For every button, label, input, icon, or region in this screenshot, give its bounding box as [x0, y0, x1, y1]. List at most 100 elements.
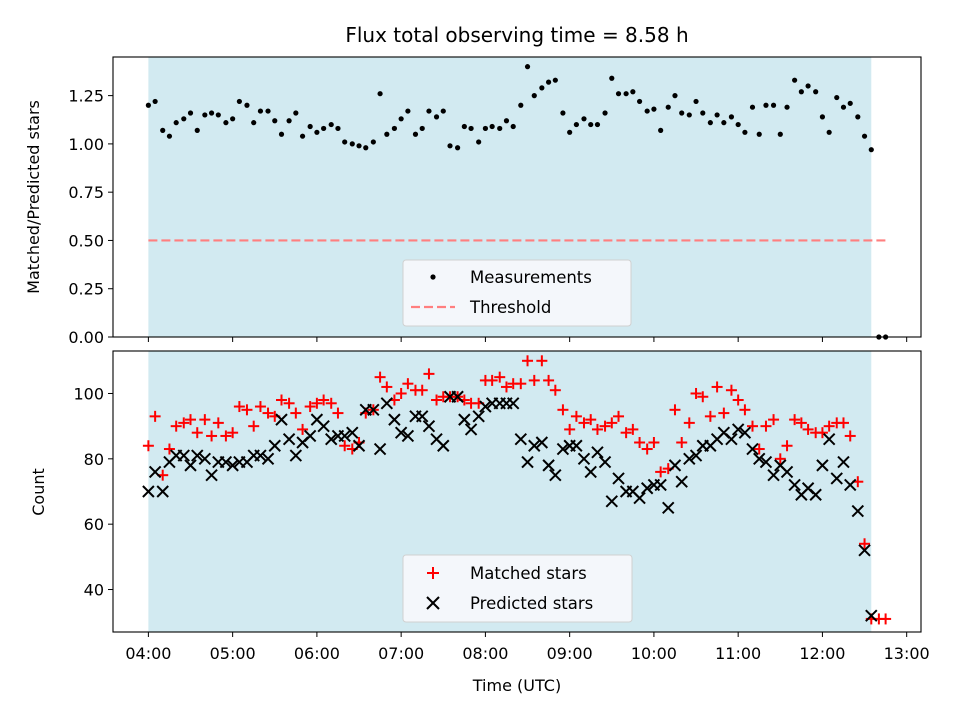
predicted-star-point — [584, 465, 597, 479]
predicted-star-point — [753, 452, 766, 466]
measurement-point — [700, 110, 706, 116]
x-axis-label: Time (UTC) — [472, 676, 561, 695]
measurement-point — [251, 120, 257, 126]
predicted-star-point — [352, 439, 366, 452]
predicted-star-point — [809, 488, 822, 501]
bottom-y-tick-label: 40 — [84, 581, 104, 600]
predicted-star-point — [633, 491, 646, 505]
measurement-point — [230, 116, 236, 122]
measurement-point — [342, 139, 348, 145]
predicted-marker-stroke — [767, 468, 780, 482]
measurement-point — [784, 104, 790, 110]
matched-star-point — [655, 466, 667, 478]
measurement-point — [651, 106, 657, 112]
legend-matched-label: Matched stars — [470, 564, 587, 583]
predicted-star-point — [394, 426, 408, 439]
x-tick-label: 11:00 — [715, 644, 761, 663]
predicted-star-point — [184, 459, 197, 472]
predicted-marker-stroke — [654, 478, 667, 492]
measurement-point — [573, 121, 579, 128]
predicted-marker-stroke — [731, 423, 745, 436]
measurement-point — [349, 141, 355, 147]
predicted-marker-stroke — [816, 459, 829, 472]
predicted-star-point — [219, 455, 233, 469]
matched-star-point — [774, 453, 786, 465]
predicted-marker-stroke — [830, 472, 843, 485]
matched-star-point — [311, 397, 323, 409]
predicted-marker-stroke — [753, 452, 766, 466]
measurement-point — [293, 110, 299, 116]
predicted-marker-stroke — [184, 459, 197, 472]
predicted-marker-stroke — [198, 452, 212, 466]
matched-star-point — [690, 387, 702, 399]
measurement-points — [145, 64, 889, 340]
matched-star-point — [711, 381, 723, 393]
measurement-point — [763, 102, 769, 108]
measurement-point — [314, 129, 320, 135]
predicted-star-point — [675, 475, 688, 488]
predicted-star-point — [401, 429, 415, 443]
top-y-tick-label: 0.75 — [68, 183, 104, 202]
predicted-marker-stroke — [352, 439, 366, 452]
measurement-point — [686, 112, 692, 118]
measurement-point — [152, 98, 158, 105]
predicted-star-point — [388, 413, 401, 426]
measurement-point — [405, 108, 411, 114]
predicted-star-point — [507, 397, 520, 410]
measurement-point — [658, 127, 664, 133]
measurement-point — [855, 114, 861, 120]
predicted-star-point — [780, 465, 794, 479]
x-tick-label: 08:00 — [462, 644, 508, 663]
top-y-ticks: 0.00 0.25 0.50 0.75 1.00 1.25 — [68, 87, 113, 347]
predicted-star-point — [226, 459, 239, 472]
predicted-star-point — [521, 455, 534, 469]
bottom-legend-box — [402, 554, 633, 623]
measurement-point — [819, 114, 826, 120]
measurement-point — [545, 79, 552, 85]
predicted-star-point — [865, 609, 878, 622]
matched-star-point — [549, 384, 561, 396]
predicted-star-point — [451, 390, 464, 403]
matched-star-point — [627, 423, 639, 435]
matched-star-point — [233, 401, 245, 413]
predicted-star-point — [605, 495, 618, 508]
predicted-star-point — [198, 452, 212, 466]
measurement-point — [531, 93, 537, 99]
matched-star-point — [753, 443, 765, 455]
matched-star-point — [768, 414, 780, 426]
predicted-star-point — [303, 429, 317, 443]
predicted-marker-stroke — [401, 429, 415, 443]
predicted-star-point — [570, 439, 583, 452]
measurement-point — [363, 145, 369, 151]
matched-star-point — [697, 391, 709, 403]
predicted-marker-stroke — [521, 455, 534, 469]
measurement-point — [756, 131, 762, 137]
predicted-marker-stroke — [142, 485, 155, 498]
matched-star-point — [163, 443, 175, 455]
predicted-star-point — [598, 455, 612, 469]
predicted-star-point — [837, 455, 850, 469]
measurement-point — [160, 127, 166, 133]
predicted-star-point — [275, 413, 288, 426]
bottom-frame — [112, 350, 922, 633]
predicted-star-point — [437, 439, 450, 452]
bottom-y-tick-label: 80 — [84, 450, 104, 469]
measurement-point — [223, 120, 229, 126]
predicted-star-point — [148, 465, 162, 479]
x-tick-label: 07:00 — [378, 644, 424, 663]
predicted-marker-stroke — [191, 449, 204, 462]
predicted-marker-stroke — [738, 426, 752, 439]
measurement-point — [272, 118, 278, 124]
measurement-point — [615, 91, 622, 97]
matched-star-point — [536, 355, 548, 367]
predicted-marker-stroke — [282, 433, 296, 446]
predicted-marker-stroke — [430, 433, 443, 446]
measurement-point — [278, 131, 285, 137]
measurement-point — [244, 102, 250, 108]
legend-measurement-marker — [430, 274, 436, 280]
matched-star-point — [486, 374, 498, 386]
matched-star-point — [844, 430, 856, 442]
predicted-marker-stroke — [725, 433, 738, 446]
measurement-point — [792, 77, 798, 83]
predicted-marker-stroke — [570, 439, 583, 452]
